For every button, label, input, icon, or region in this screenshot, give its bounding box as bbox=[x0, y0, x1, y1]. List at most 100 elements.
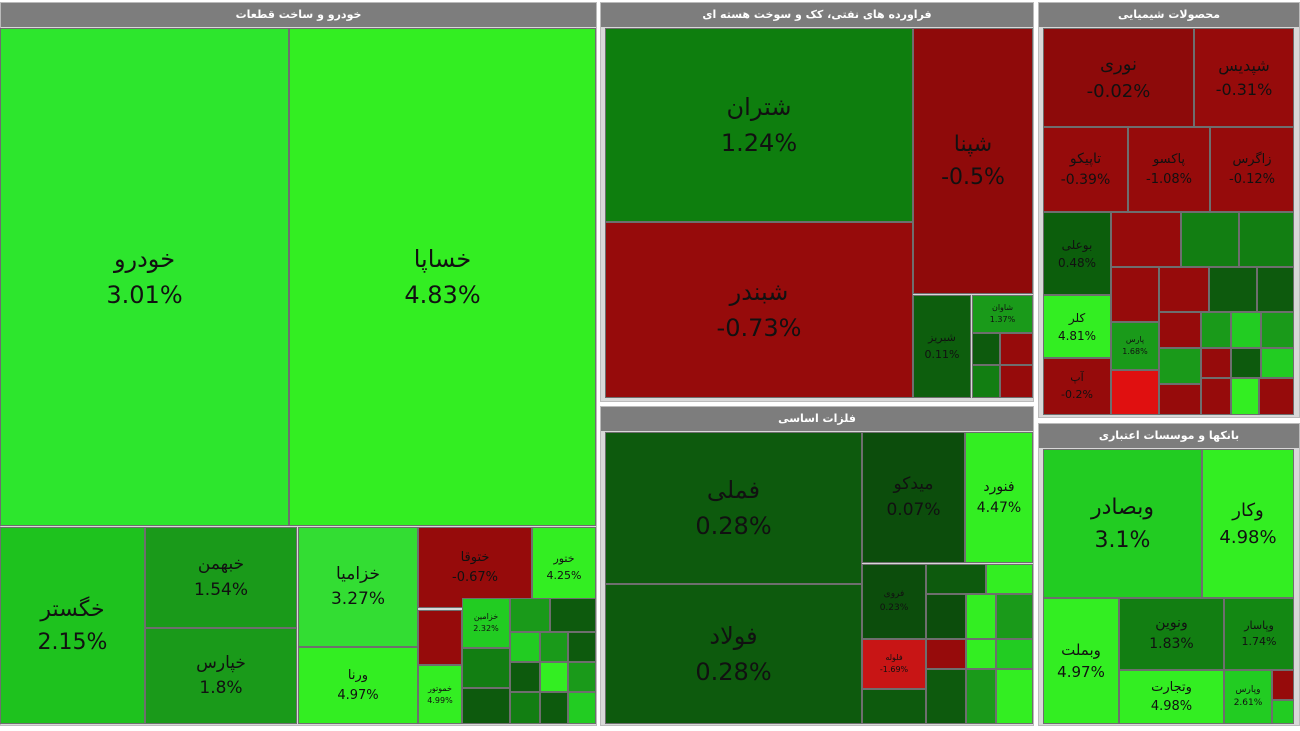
small-tile bbox=[540, 662, 568, 692]
small-tile bbox=[926, 564, 986, 594]
small-tile bbox=[966, 669, 996, 724]
stock-change: 4.99% bbox=[427, 695, 453, 705]
stock-symbol: خبهمن bbox=[197, 554, 245, 574]
small-tile bbox=[550, 598, 596, 632]
stock-tile: فلوله -1.69% bbox=[862, 639, 926, 689]
stock-tile: وبملت 4.97% bbox=[1043, 598, 1119, 724]
stock-change: -0.73% bbox=[716, 314, 802, 342]
stock-symbol: فروی bbox=[883, 589, 905, 599]
stock-symbol: شتران bbox=[726, 93, 792, 121]
stock-symbol: میدکو bbox=[893, 474, 934, 494]
stock-symbol: پارس bbox=[1125, 335, 1145, 344]
stock-tile: ونوین 1.83% bbox=[1119, 598, 1224, 670]
stock-symbol: شاوان bbox=[991, 303, 1014, 312]
stock-symbol: خزامین bbox=[473, 612, 499, 621]
small-tile bbox=[926, 669, 966, 724]
stock-symbol: فملی bbox=[706, 476, 761, 504]
stock-tile: فملی 0.28% bbox=[605, 432, 862, 584]
stock-symbol: خپارس bbox=[196, 652, 246, 673]
stock-change: -0.2% bbox=[1061, 387, 1093, 401]
stock-tile: شتران 1.24% bbox=[605, 28, 913, 222]
stock-tile: خبهمن 1.54% bbox=[145, 527, 297, 628]
stock-symbol: بوعلی bbox=[1061, 237, 1093, 252]
stock-tile: آپ -0.2% bbox=[1043, 358, 1111, 415]
stock-change: -0.02% bbox=[1086, 80, 1151, 102]
small-tile bbox=[966, 639, 996, 669]
stock-symbol: خساپا bbox=[413, 245, 472, 273]
stock-tile: وتجارت 4.98% bbox=[1119, 670, 1224, 724]
small-tile bbox=[568, 632, 596, 662]
stock-tile: خساپا 4.83% bbox=[289, 28, 596, 526]
small-tile bbox=[966, 594, 996, 639]
small-tile bbox=[540, 632, 568, 662]
stock-change: 0.07% bbox=[886, 499, 941, 520]
small-tile bbox=[568, 692, 596, 724]
small-tile bbox=[1261, 348, 1294, 378]
small-tile bbox=[1259, 378, 1294, 415]
stock-tile: بوعلی 0.48% bbox=[1043, 212, 1111, 295]
small-tile bbox=[1000, 333, 1033, 365]
sector-title: خودرو و ساخت قطعات bbox=[1, 3, 596, 27]
small-tile bbox=[1111, 212, 1181, 267]
stock-change: 1.8% bbox=[199, 678, 243, 698]
stock-tile: ختور 4.25% bbox=[532, 527, 596, 608]
sector-title: فلزات اساسی bbox=[601, 407, 1033, 431]
stock-tile: خزامین 2.32% bbox=[462, 598, 510, 648]
stock-symbol: خگستر bbox=[40, 596, 105, 622]
stock-tile: شپنا -0.5% bbox=[913, 28, 1033, 294]
stock-symbol: شپدیس bbox=[1218, 55, 1270, 75]
stock-change: 0.48% bbox=[1057, 255, 1097, 270]
sector-title: محصولات شیمیایی bbox=[1039, 3, 1299, 27]
stock-symbol: آپ bbox=[1070, 371, 1084, 384]
stock-change: 1.83% bbox=[1149, 636, 1194, 652]
stock-tile: زاگرس -0.12% bbox=[1210, 127, 1294, 212]
stock-change: 4.25% bbox=[546, 568, 582, 582]
stock-tile: فولاد 0.28% bbox=[605, 584, 862, 724]
small-tile bbox=[1201, 312, 1231, 348]
small-tile bbox=[972, 365, 1000, 398]
stock-symbol: وتجارت bbox=[1151, 679, 1192, 695]
stock-tile: خموتور 4.99% bbox=[418, 665, 462, 724]
stock-symbol: نوری bbox=[1099, 53, 1138, 75]
stock-tile: وپارس 2.61% bbox=[1224, 670, 1272, 724]
small-tile bbox=[1272, 670, 1294, 700]
stock-change: -0.31% bbox=[1215, 79, 1273, 99]
stock-change: -0.67% bbox=[452, 569, 498, 585]
stock-symbol: شپنا bbox=[953, 132, 993, 157]
stock-symbol: ختوقا bbox=[460, 550, 490, 565]
sector-title: فراورده های نفتی، کک و سوخت هسته ای bbox=[601, 3, 1033, 27]
stock-change: -1.08% bbox=[1146, 171, 1192, 187]
stock-tile: خگستر 2.15% bbox=[0, 527, 145, 724]
stock-symbol: زاگرس bbox=[1232, 152, 1272, 167]
stock-change: -1.69% bbox=[879, 665, 909, 674]
small-tile bbox=[510, 632, 540, 662]
small-tile bbox=[1111, 370, 1159, 415]
sector-title: بانکها و موسسات اعتباری bbox=[1039, 424, 1299, 448]
stock-change: 1.37% bbox=[989, 315, 1016, 324]
stock-tile: تاپیکو -0.39% bbox=[1043, 127, 1128, 212]
stock-change: 4.81% bbox=[1057, 328, 1097, 343]
small-tile bbox=[462, 648, 510, 688]
small-tile bbox=[1239, 212, 1294, 267]
stock-symbol: کلر bbox=[1068, 310, 1086, 325]
small-tile bbox=[1159, 267, 1209, 312]
stock-symbol: شبریز bbox=[928, 331, 956, 344]
small-tile bbox=[1159, 384, 1201, 415]
small-tile bbox=[862, 689, 926, 724]
stock-tile: فنورد 4.47% bbox=[965, 432, 1033, 563]
stock-symbol: شبندر bbox=[729, 278, 789, 306]
stock-change: 0.28% bbox=[695, 512, 772, 540]
stock-symbol: ورنا bbox=[347, 668, 369, 683]
small-tile bbox=[1181, 212, 1239, 267]
small-tile bbox=[510, 598, 550, 632]
small-tile bbox=[996, 594, 1033, 639]
stock-tile: پارس 1.68% bbox=[1111, 322, 1159, 370]
stock-change: 1.74% bbox=[1241, 635, 1277, 648]
stock-tile: ورنا 4.97% bbox=[298, 647, 418, 724]
stock-symbol: وبصادر bbox=[1091, 494, 1154, 520]
small-tile bbox=[1111, 267, 1159, 322]
small-tile bbox=[510, 692, 540, 724]
stock-tile: کلر 4.81% bbox=[1043, 295, 1111, 358]
small-tile bbox=[1231, 348, 1261, 378]
